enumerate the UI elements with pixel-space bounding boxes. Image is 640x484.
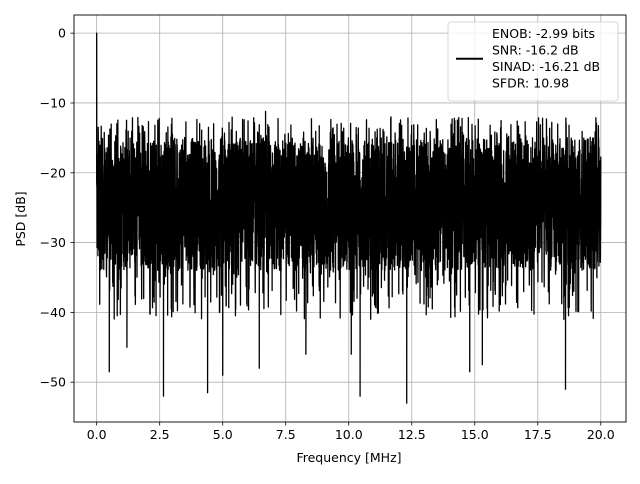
legend-entry-line: SINAD: -16.21 dB (492, 59, 600, 74)
x-tick-label: 10.0 (335, 427, 363, 442)
y-tick-label: −30 (40, 235, 66, 250)
legend-entry-line: SFDR: 10.98 (492, 76, 569, 91)
y-tick-label: −50 (40, 375, 66, 390)
legend-box (447, 21, 619, 102)
axes-frame (73, 14, 627, 423)
y-axis-label: PSD [dB] (13, 191, 28, 246)
x-tick-label: 5.0 (213, 427, 233, 442)
x-tick-label: 17.5 (524, 427, 552, 442)
legend-entry-line: SNR: -16.2 dB (492, 43, 579, 58)
x-tick-label: 7.5 (276, 427, 296, 442)
plot-area (96, 32, 602, 404)
x-tick-label: 0.0 (87, 427, 107, 442)
x-axis-label: Frequency [MHz] (296, 450, 401, 465)
y-tick-label: −20 (40, 165, 66, 180)
x-tick-label: 20.0 (587, 427, 615, 442)
y-tick-label: −40 (40, 305, 66, 320)
psd-series-line (96, 32, 602, 404)
x-tick-label: 15.0 (461, 427, 489, 442)
y-tick-label: −10 (40, 95, 66, 110)
x-tick-label: 2.5 (150, 427, 170, 442)
legend-entry-line: ENOB: -2.99 bits (492, 26, 595, 41)
x-tick-label: 12.5 (398, 427, 426, 442)
axis-ticks: 0.0 2.5 5.0 7.5 10.0 12.5 15.0 17.5 20.0 0 −10 −20 −… (40, 26, 615, 442)
y-tick-label: 0 (58, 26, 66, 41)
